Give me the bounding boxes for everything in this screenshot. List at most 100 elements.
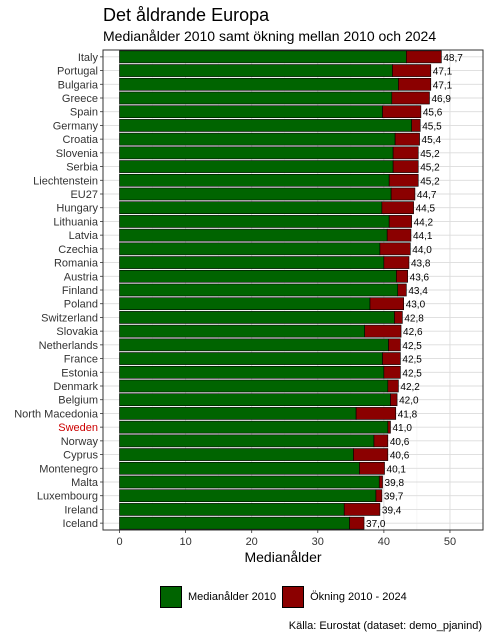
bar-increase-2010-2024 <box>373 434 389 448</box>
data-label: 48,7 <box>443 53 463 64</box>
data-label: 42,6 <box>403 327 423 338</box>
bar-increase-2010-2024 <box>388 215 412 228</box>
data-label: 47,1 <box>433 67 453 78</box>
x-tick-label: 30 <box>312 536 324 548</box>
bar-increase-2010-2024 <box>375 489 383 503</box>
category-tick-label: Belgium <box>58 395 98 407</box>
category-tick-label: Malta <box>71 477 99 489</box>
category-tick-label: Montenegro <box>39 463 98 475</box>
category-tick-label: Norway <box>61 436 99 448</box>
bar-median-2010 <box>119 187 392 201</box>
bar-median-2010 <box>119 352 383 365</box>
bar-median-2010 <box>119 91 393 105</box>
bar-increase-2010-2024 <box>398 77 432 91</box>
bar-increase-2010-2024 <box>383 256 410 269</box>
bar-median-2010 <box>119 338 389 352</box>
category-tick-label: Hungary <box>56 203 98 215</box>
bar-median-2010 <box>119 297 371 311</box>
bar-median-2010 <box>119 516 350 530</box>
category-tick-label: Croatia <box>63 134 99 146</box>
bar-median-2010 <box>119 434 375 448</box>
bar-increase-2010-2024 <box>383 365 401 379</box>
data-label: 42,8 <box>404 313 424 324</box>
plot-border <box>102 49 484 531</box>
bar-median-2010 <box>119 475 380 489</box>
bar-median-2010 <box>119 324 366 338</box>
data-label: 39,4 <box>382 505 402 516</box>
data-label: 45,2 <box>420 163 440 174</box>
bar-median-2010 <box>119 242 381 256</box>
category-tick-label: Austria <box>64 271 99 283</box>
bar-increase-2010-2024 <box>379 242 411 256</box>
bar-increase-2010-2024 <box>343 503 381 516</box>
bar-increase-2010-2024 <box>392 146 419 160</box>
bar-median-2010 <box>119 407 357 420</box>
bar-increase-2010-2024 <box>382 352 401 365</box>
bar-median-2010 <box>119 420 389 434</box>
data-label: 45,2 <box>420 149 440 160</box>
bar-median-2010 <box>119 50 407 64</box>
bar-median-2010 <box>119 64 393 77</box>
x-tick-label: 50 <box>444 536 456 548</box>
data-label: 37,0 <box>366 519 386 530</box>
category-tick-label: Serbia <box>66 162 99 174</box>
x-tick-label: 10 <box>179 536 191 548</box>
category-tick-label: Denmark <box>53 381 98 393</box>
bar-median-2010 <box>119 256 385 269</box>
bar-increase-2010-2024 <box>353 448 389 461</box>
bar-median-2010 <box>119 283 399 297</box>
data-label: 45,5 <box>422 121 442 132</box>
data-label: 41,0 <box>392 423 412 434</box>
data-label: 44,2 <box>414 217 434 228</box>
bar-median-2010 <box>119 365 385 379</box>
bar-median-2010 <box>119 173 390 187</box>
bar-median-2010 <box>119 489 377 503</box>
bar-median-2010 <box>119 228 388 242</box>
data-label: 39,7 <box>384 492 404 503</box>
data-label: 43,8 <box>411 259 431 270</box>
x-tick-label: 20 <box>246 536 258 548</box>
bar-increase-2010-2024 <box>382 105 422 119</box>
data-label: 43,0 <box>406 300 426 311</box>
chart-subtitle: Medianålder 2010 samt ökning mellan 2010… <box>103 28 437 44</box>
data-label: 42,5 <box>402 355 422 366</box>
bar-median-2010 <box>119 201 383 215</box>
bar-median-2010 <box>119 393 391 407</box>
category-tick-label: France <box>64 354 98 366</box>
bar-increase-2010-2024 <box>386 228 412 242</box>
bar-median-2010 <box>119 461 360 475</box>
bar-increase-2010-2024 <box>378 475 383 489</box>
bar-median-2010 <box>119 146 394 160</box>
bar-increase-2010-2024 <box>387 420 391 434</box>
category-tick-label: Estonia <box>61 367 99 379</box>
bar-median-2010 <box>119 105 383 119</box>
x-tick-label: 0 <box>116 536 122 548</box>
bar-increase-2010-2024 <box>396 269 408 283</box>
bar-median-2010 <box>119 77 399 91</box>
bar-increase-2010-2024 <box>355 407 397 420</box>
category-tick-label: Germany <box>53 120 99 132</box>
x-axis-title: Medianålder <box>244 549 321 565</box>
data-label: 44,5 <box>416 204 436 215</box>
data-label: 43,4 <box>408 286 428 297</box>
bar-increase-2010-2024 <box>391 91 430 105</box>
bar-increase-2010-2024 <box>397 283 407 297</box>
bar-median-2010 <box>119 215 390 228</box>
category-tick-label: Bulgaria <box>58 79 99 91</box>
category-tick-label: Slovenia <box>56 148 99 160</box>
category-tick-label: Switzerland <box>41 312 98 324</box>
bar-increase-2010-2024 <box>394 311 403 324</box>
category-tick-label: Ireland <box>64 504 98 516</box>
category-tick-label: Slovakia <box>56 326 98 338</box>
bar-median-2010 <box>119 160 394 173</box>
bar-median-2010 <box>119 503 345 516</box>
category-tick-label: North Macedonia <box>14 408 99 420</box>
chart-title: Det åldrande Europa <box>103 5 270 25</box>
category-tick-label: Finland <box>62 285 98 297</box>
data-label: 42,5 <box>402 368 422 379</box>
legend-label-median-2010: Medianålder 2010 <box>188 591 277 603</box>
legend-swatch-increase <box>282 586 305 608</box>
category-tick-label: EU27 <box>70 189 98 201</box>
legend-item-increase: Ökning 2010 - 2024 <box>282 586 407 608</box>
